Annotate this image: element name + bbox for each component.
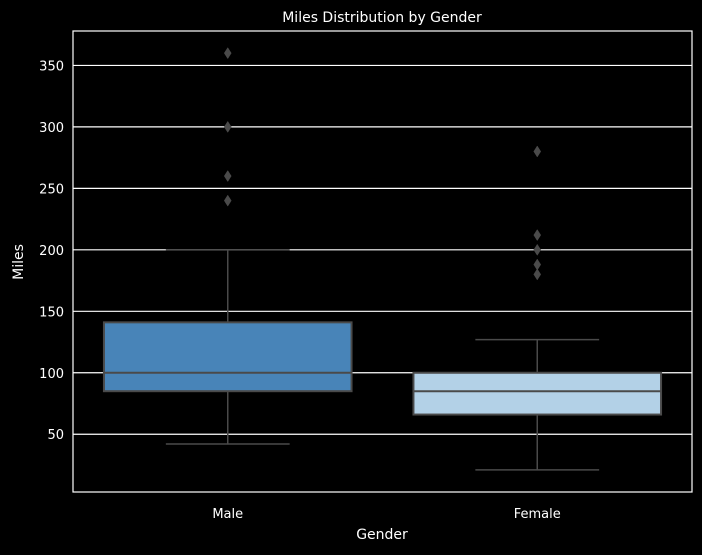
x-axis-label: Gender: [356, 527, 408, 543]
chart-title: Miles Distribution by Gender: [282, 10, 482, 26]
outlier-point: [533, 268, 542, 281]
y-tick-label: 350: [39, 59, 64, 74]
x-tick-label: Male: [212, 507, 243, 522]
plot-area-frame: [72, 30, 693, 493]
y-tick-label: 300: [39, 121, 64, 136]
y-axis-label: Miles: [11, 244, 27, 280]
outlier-point: [533, 145, 542, 158]
iqr-box: [102, 321, 353, 393]
y-tick-label: 50: [47, 428, 64, 443]
outlier-point: [223, 120, 232, 133]
outlier-point: [223, 170, 232, 183]
y-tick-label: 100: [39, 367, 64, 382]
box-male: [102, 47, 353, 445]
x-tick-label: Female: [514, 507, 561, 522]
y-tick-label: 250: [39, 182, 64, 197]
boxes-layer: [102, 47, 663, 471]
y-tick-label: 150: [39, 305, 64, 320]
outlier-point: [223, 47, 232, 60]
box-female: [412, 145, 663, 471]
y-tick-label: 200: [39, 244, 64, 259]
outlier-point: [223, 194, 232, 207]
iqr-box: [412, 371, 663, 416]
outlier-point: [533, 258, 542, 271]
outlier-point: [533, 243, 542, 256]
outlier-point: [533, 229, 542, 242]
tick-labels: 50 100 150 200 250 300 350 Male Female: [39, 59, 561, 522]
